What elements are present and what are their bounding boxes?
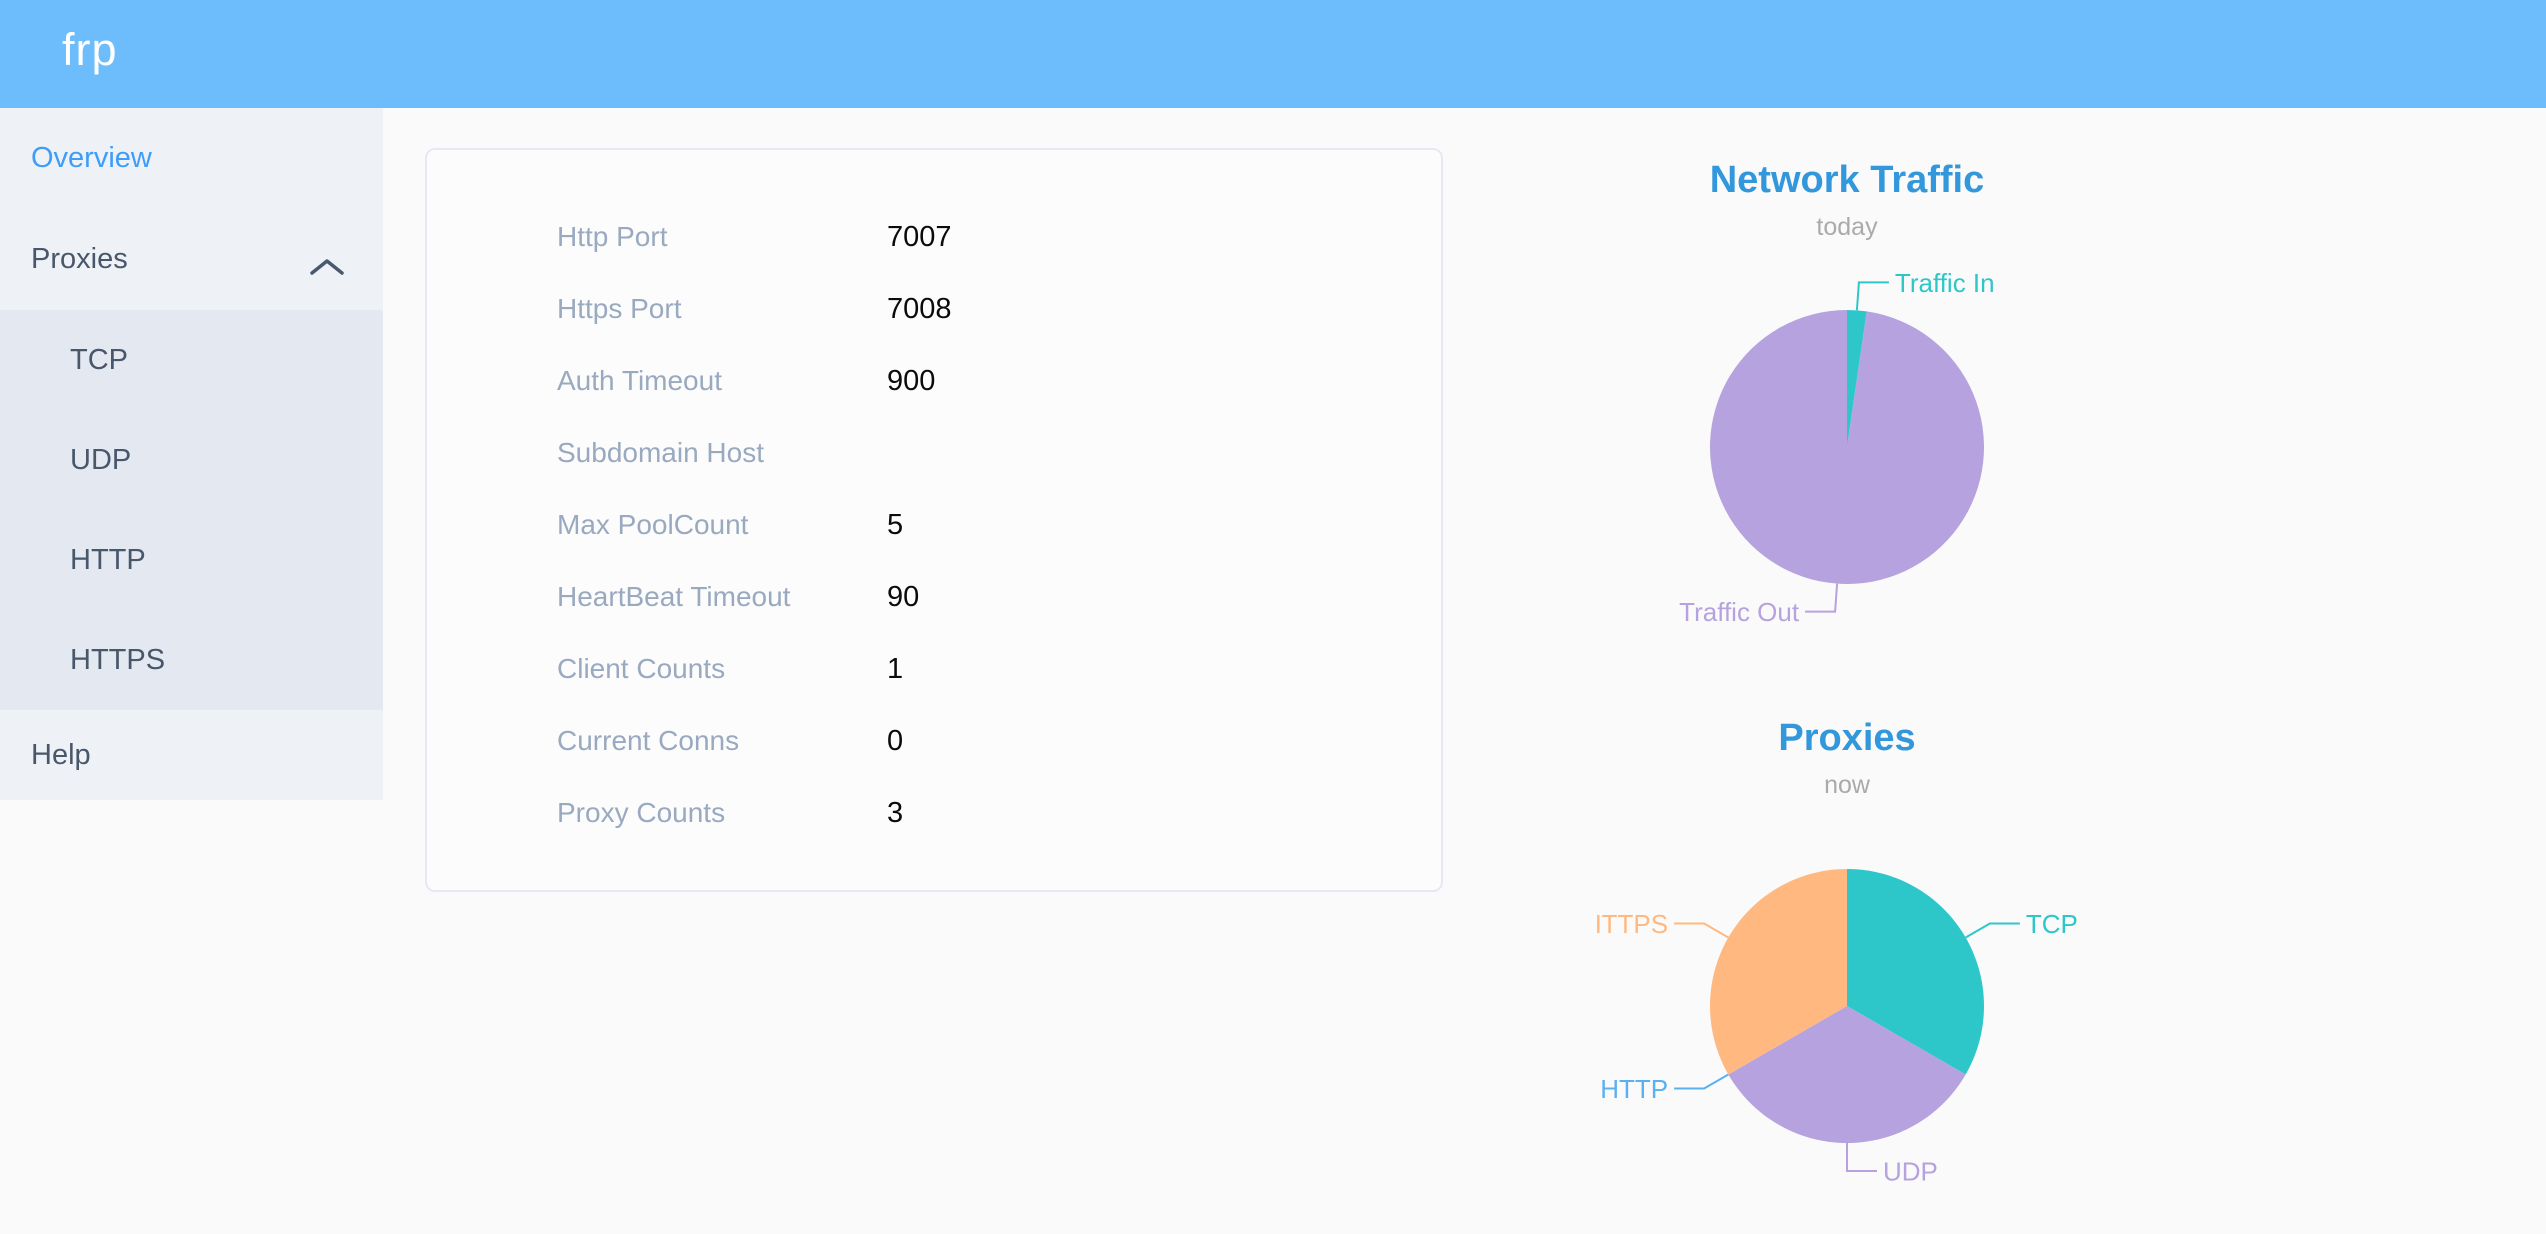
info-label: HeartBeat Timeout [557,581,791,612]
pie-label-line-tcp [1965,922,2020,939]
info-label: Proxy Counts [557,797,726,828]
chart-subtitle: today [1816,213,1878,241]
info-label: Current Conns [557,725,740,756]
info-label: Client Counts [557,653,726,684]
info-value: 900 [887,364,936,397]
pie-label-traffic-in: Traffic In [1895,268,1995,298]
pie-label-line-http [1674,1073,1729,1090]
sidebar-item-label: Overview [31,142,152,174]
info-value: 3 [887,796,904,829]
chevron-up-icon [309,251,345,284]
chart-title: Proxies [1778,717,1916,759]
pie-label-line-traffic-out [1805,583,1839,613]
sidebar-item-label: Proxies [31,243,128,275]
pie-label-line-traffic-in [1855,281,1889,311]
server-info-card: Http Port 7007 Https Port 7008 Auth Time… [425,148,1443,892]
info-value: 1 [887,652,904,685]
sidebar-item-label: UDP [70,443,132,476]
info-row-proxy-counts: Proxy Counts 3 [427,777,1441,849]
network-traffic-chart: Network Traffic today Traffic In Traffic … [1597,130,2097,660]
sidebar-item-label: HTTP [70,543,146,576]
sidebar-item-label: HTTPS [70,643,166,676]
sidebar-item-http[interactable]: HTTP [0,510,383,610]
pie-slice-traffic-in[interactable] [1847,310,1867,447]
pie-label-udp: UDP [1883,1156,1938,1186]
sidebar-item-udp[interactable]: UDP [0,410,383,510]
sidebar-item-https[interactable]: HTTPS [0,610,383,710]
sidebar-item-label: Help [31,738,91,771]
info-label: Auth Timeout [557,365,722,396]
pie-slice-https[interactable] [1710,869,1847,1075]
info-label: Max PoolCount [557,509,749,540]
sidebar-item-overview[interactable]: Overview [0,108,383,209]
info-label: Subdomain Host [557,437,765,468]
app-header: frp [0,0,2546,108]
proxies-chart: Proxies now TCP UDP HTTP HTTPS [1597,688,2097,1234]
pie-label-http: HTTP [1600,1074,1668,1104]
proxies-submenu: TCP UDP HTTP HTTPS [0,310,383,710]
pie-slice-tcp[interactable] [1847,869,1984,1075]
pie-label-https: HTTPS [1597,909,1668,939]
pie-label-line-https [1674,922,1729,939]
info-row-max-poolcount: Max PoolCount 5 [427,489,1441,561]
app-logo: frp [62,24,118,75]
pie-svg-proxies: TCP UDP HTTP HTTPS [1597,869,2078,1186]
info-value: 90 [887,580,920,613]
info-row-current-conns: Current Conns 0 [427,705,1441,777]
sidebar-item-tcp[interactable]: TCP [0,310,383,410]
info-row-client-counts: Client Counts 1 [427,633,1441,705]
info-label: Http Port [557,221,668,252]
sidebar-item-help[interactable]: Help [0,710,383,800]
info-row-subdomain-host: Subdomain Host [427,417,1441,489]
sidebar-item-proxies[interactable]: Proxies [0,209,383,310]
sidebar-item-label: TCP [70,343,128,376]
info-value: 0 [887,724,904,757]
chart-subtitle: now [1824,771,1870,799]
info-value: 7008 [887,292,952,325]
pie-slice-udp[interactable] [1728,1006,1966,1143]
pie-label-line-udp [1846,1143,1877,1172]
pie-label-tcp: TCP [2026,909,2078,939]
pie-label-traffic-out: Traffic Out [1679,597,1800,627]
chart-title: Network Traffic [1709,159,1985,201]
info-value: 5 [887,508,904,541]
info-label: Https Port [557,293,682,324]
info-row-https-port: Https Port 7008 [427,273,1441,345]
info-value: 7007 [887,220,952,253]
info-row-auth-timeout: Auth Timeout 900 [427,345,1441,417]
pie-slice-traffic-out[interactable] [1710,310,1985,585]
sidebar: Overview Proxies TCP UDP HTTP HTTPS Help [0,108,383,800]
info-row-heartbeat-timeout: HeartBeat Timeout 90 [427,561,1441,633]
pie-svg-network-traffic: Traffic In Traffic Out [1679,268,1995,627]
info-row-http-port: Http Port 7007 [427,201,1441,273]
